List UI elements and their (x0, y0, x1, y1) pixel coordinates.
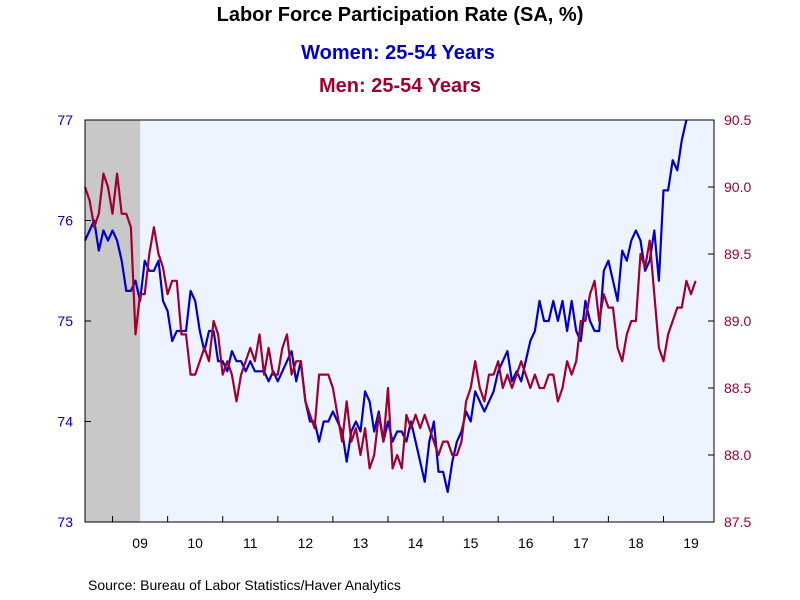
plot-area: 73 74 75 76 77 87.5 88.0 88.5 89.0 89.5 90.0 90.5 09… (57, 112, 751, 551)
x-tick-label: 12 (298, 535, 314, 551)
y-left-tick-label: 73 (57, 514, 73, 530)
series-men-line (83, 172, 697, 470)
y-left-tick-label: 75 (57, 313, 73, 329)
y-left-tick-label: 77 (57, 112, 73, 128)
x-tick-label: 19 (683, 535, 699, 551)
chart-title: Labor Force Participation Rate (SA, %) (217, 4, 584, 26)
plot-background (85, 120, 714, 522)
y-left-tick-label: 74 (57, 414, 73, 430)
x-tick-label: 09 (132, 535, 148, 551)
y-right-tick-label: 90.0 (724, 179, 751, 195)
y-right-tick-label: 89.0 (724, 313, 751, 329)
x-tick-label: 10 (187, 535, 203, 551)
x-tick-label: 17 (573, 535, 589, 551)
source-note: Source: Bureau of Labor Statistics/Haver… (88, 577, 401, 593)
recession-shading (85, 120, 141, 522)
x-tick-label: 11 (243, 535, 258, 551)
y-right-tick-label: 88.0 (724, 447, 751, 463)
x-tick-label: 18 (628, 535, 644, 551)
y-right-tick-label: 89.5 (724, 246, 751, 262)
y-right-tick-label: 90.5 (724, 112, 751, 128)
x-tick-label: 15 (463, 535, 479, 551)
x-tick-label: 14 (408, 535, 424, 551)
series-women-line (83, 119, 688, 493)
y-right-tick-label: 87.5 (724, 514, 751, 530)
legend-men: Men: 25-54 Years (319, 75, 481, 97)
x-tick-label: 16 (518, 535, 534, 551)
y-right-tick-label: 88.5 (724, 380, 751, 396)
y-left-tick-label: 76 (57, 213, 73, 229)
x-tick-label: 13 (353, 535, 369, 551)
legend-women: Women: 25-54 Years (301, 42, 495, 64)
